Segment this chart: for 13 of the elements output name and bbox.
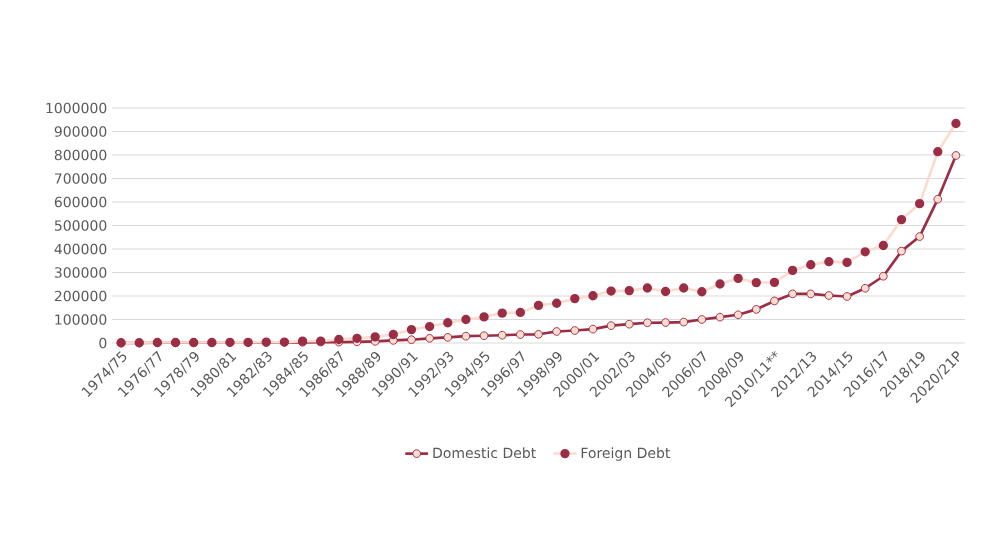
y-tick-label: 600000 (54, 196, 107, 208)
y-tick-label: 0 (99, 337, 107, 349)
y-tick-label: 700000 (55, 173, 107, 184)
y-tick-label: 200000 (54, 290, 107, 302)
y-tick-label: 800000 (54, 149, 107, 161)
y-tick-label: 100000 (55, 314, 107, 325)
y-tick-label: 500000 (54, 220, 107, 231)
y-tick-label: 400000 (54, 243, 107, 255)
y-tick-label: 900000 (54, 126, 107, 137)
y-tick-label: 300000 (54, 267, 107, 278)
legend-label: Foreign Debt (581, 447, 671, 461)
legend-label: Domestic Debt (433, 447, 536, 459)
y-tick-label: 1000000 (46, 102, 107, 114)
